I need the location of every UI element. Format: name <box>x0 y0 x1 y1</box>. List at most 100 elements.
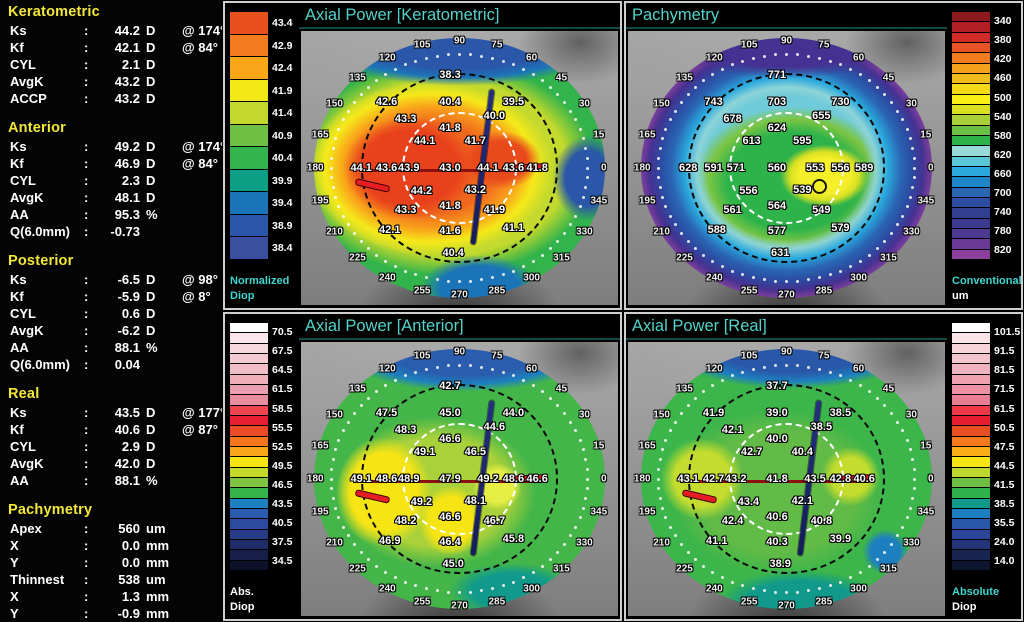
metric-row: AvgK: 48.1 D <box>0 189 222 206</box>
scale-color-block <box>230 415 268 426</box>
map-tick-dot <box>424 276 428 280</box>
scale-tick-label: 34.5 <box>272 555 293 568</box>
scale-color-block <box>952 323 990 333</box>
map-tick-dot <box>458 363 461 367</box>
map-value-label: 561 <box>723 204 742 217</box>
map-tick-dot <box>849 264 853 268</box>
scale-tick-label: 660 <box>994 167 1012 180</box>
map-value-label: 43.0 <box>439 162 461 174</box>
scale-tick-label: 41.9 <box>272 84 293 97</box>
scale-color-block <box>952 353 990 364</box>
scale-tick-label: 580 <box>994 129 1012 142</box>
metric-label: X <box>10 589 19 604</box>
angle-label: 240 <box>706 272 723 284</box>
map-tick-dot <box>883 93 887 97</box>
map-tick-dot <box>574 214 578 218</box>
map-tick-dot <box>556 550 560 554</box>
map-tick-dot <box>796 364 800 368</box>
map-tick-dot <box>501 273 505 277</box>
scale-color-block <box>952 333 990 343</box>
metric-label: Apex <box>10 521 42 536</box>
scale-tick-label: 39.9 <box>272 174 293 187</box>
map-tick-dot <box>584 497 588 501</box>
scale-tick-label: 39.4 <box>272 197 293 210</box>
map-value-label: 40.4 <box>442 246 464 259</box>
metric-row: Y: -0.9 mm <box>0 605 222 622</box>
map-tick-dot <box>785 363 788 367</box>
angle-label: 165 <box>311 129 329 141</box>
map-area: Axial Power [Anterior] 0 15 30 45 60 75 90 105 1… <box>299 314 620 619</box>
metric-row: AA: 95.3% <box>0 206 222 223</box>
map-tick-dot <box>346 534 350 538</box>
metric-row: AA: 88.1% <box>0 339 222 356</box>
metric-row: Ks: 44.2 D @ 174° <box>0 22 225 39</box>
scale-tick-label: 40.5 <box>272 516 293 529</box>
map-title-keratometric: Axial Power [Keratometric] <box>299 3 620 29</box>
scale-color-block <box>952 73 990 84</box>
map-tick-dot <box>773 364 777 368</box>
map-tick-dot <box>660 506 664 510</box>
map-tick-dot <box>563 412 567 416</box>
map-tick-dot <box>657 467 661 471</box>
map-tick-dot <box>367 86 371 90</box>
angle-label: 45 <box>555 383 568 395</box>
scale-tick-label: 61.5 <box>272 383 293 396</box>
angle-label: 345 <box>917 195 935 207</box>
metric-row: Ks: 49.2 D @ 174° <box>0 138 225 155</box>
map-tick-dot <box>540 564 544 568</box>
map-tick-dot <box>741 584 745 588</box>
angle-label: 0 <box>927 162 934 174</box>
metric-unit: um <box>146 572 166 587</box>
metric-row: AvgK: 42.0 D <box>0 455 222 472</box>
map-tick-dot <box>896 534 900 538</box>
metric-axis <box>170 305 222 322</box>
metric-label: Kf <box>10 156 24 171</box>
angle-label: 60 <box>526 363 538 375</box>
angle-label: 15 <box>920 129 932 141</box>
scale-color-block <box>952 42 990 53</box>
map-tick-dot <box>359 550 363 554</box>
scale-color-block <box>952 426 990 436</box>
map-tick-dot <box>905 516 909 520</box>
metric-row: Kf: -5.9 D @ 8° <box>0 288 222 305</box>
map-tick-dot <box>531 570 535 574</box>
scale-color-block <box>952 415 990 426</box>
map-tick-dot <box>469 53 473 57</box>
angle-label: 270 <box>451 600 468 612</box>
metric-colon: : <box>84 224 89 239</box>
metric-axis <box>170 571 222 588</box>
metric-row: CYL: 0.6 D <box>0 305 222 322</box>
metric-axis <box>170 588 222 605</box>
metric-unit: D <box>146 439 156 454</box>
scale-tick-label: 820 <box>994 244 1012 257</box>
sidebar-section-keratometric: Keratometric Ks:44.2 D @ 174° Kf:42.1 D @ 84° C… <box>0 3 225 107</box>
scale-unit-label: Diop <box>230 601 255 614</box>
map-tick-dot <box>867 390 871 394</box>
scale-unit-label: um <box>952 290 969 303</box>
scale-color-block <box>952 146 990 156</box>
metric-row: AA: 88.1% <box>0 472 222 489</box>
metric-unit: mm <box>146 589 170 604</box>
metric-unit: mm <box>146 606 170 621</box>
map-tick-dot <box>796 279 800 283</box>
scale-color-block <box>952 508 990 519</box>
metric-axis <box>170 339 222 356</box>
map-value-label: 579 <box>831 222 850 235</box>
map-tick-dot <box>656 477 660 481</box>
map-tick-dot <box>720 264 724 268</box>
map-tick-dot <box>359 404 363 408</box>
flat-meridian-line <box>361 168 542 172</box>
map-tick-dot <box>480 365 484 369</box>
scale-color-block <box>952 166 990 177</box>
metric-colon: : <box>84 572 89 587</box>
map-value-label: 703 <box>767 96 787 109</box>
map-value-label: 49.2 <box>410 496 433 509</box>
map-tick-dot <box>867 564 871 568</box>
map-tick-dot <box>569 534 573 538</box>
map-tick-dot <box>501 584 505 588</box>
map-value-label: 539 <box>793 183 812 196</box>
map-tick-dot <box>839 269 843 273</box>
angle-label: 270 <box>778 600 795 612</box>
scale-color-block <box>230 102 268 124</box>
